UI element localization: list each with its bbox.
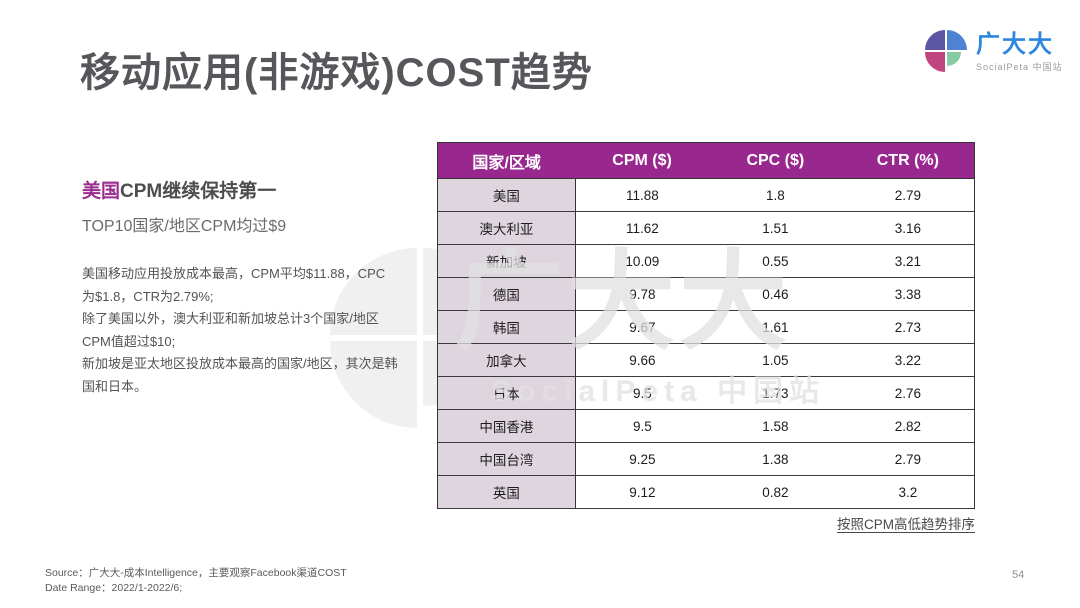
cell-cpc: 1.73 xyxy=(708,376,842,410)
cell-cpm: 9.67 xyxy=(575,310,709,344)
brand-logo: 广大大 SocialPeta 中国站 xyxy=(925,30,1063,73)
cell-cpc: 1.51 xyxy=(708,211,842,245)
table-row: 美国 11.88 1.8 2.79 xyxy=(437,178,975,212)
footer: Source：广大大-成本Intelligence，主要观察Facebook渠道… xyxy=(45,566,347,596)
table-row: 中国台湾 9.25 1.38 2.79 xyxy=(437,442,975,476)
table-row: 加拿大 9.66 1.05 3.22 xyxy=(437,343,975,377)
body-paragraph: 美国移动应用投放成本最高，CPM平均$11.88，CPC为$1.8，CTR为2.… xyxy=(82,266,386,304)
cell-country: 韩国 xyxy=(437,310,576,344)
col-header-cpm: CPM ($) xyxy=(575,142,709,179)
logo-quadrant-magenta xyxy=(925,52,945,72)
cell-cpm: 9.78 xyxy=(575,277,709,311)
cell-cpm: 9.25 xyxy=(575,442,709,476)
table-row: 新加坡 10.09 0.55 3.21 xyxy=(437,244,975,278)
table-header-row: 国家/区域 CPM ($) CPC ($) CTR (%) xyxy=(437,142,975,179)
date-range-line: Date Range：2022/1-2022/6; xyxy=(45,582,183,594)
cell-cpm: 11.62 xyxy=(575,211,709,245)
cell-cpc: 1.05 xyxy=(708,343,842,377)
logo-quadrant-purple xyxy=(925,30,945,50)
cell-ctr: 3.21 xyxy=(841,244,975,278)
section-headline: 美国CPM继续保持第一 xyxy=(82,176,398,203)
brand-text: 广大大 SocialPeta 中国站 xyxy=(976,30,1063,73)
cell-ctr: 2.79 xyxy=(841,178,975,212)
cell-cpm: 9.66 xyxy=(575,343,709,377)
table-row: 英国 9.12 0.82 3.2 xyxy=(437,475,975,509)
cost-table: 国家/区域 CPM ($) CPC ($) CTR (%) 美国 11.88 1… xyxy=(437,142,975,509)
cell-cpc: 1.38 xyxy=(708,442,842,476)
cell-cpc: 1.58 xyxy=(708,409,842,443)
sort-note: 按照CPM高低趋势排序 xyxy=(837,517,975,532)
left-panel: 美国CPM继续保持第一 TOP10国家/地区CPM均过$9 美国移动应用投放成本… xyxy=(82,176,398,398)
headline-highlight: 美国 xyxy=(82,181,121,202)
cell-country: 澳大利亚 xyxy=(437,211,576,245)
cell-ctr: 3.2 xyxy=(841,475,975,509)
table-row: 韩国 9.67 1.61 2.73 xyxy=(437,310,975,344)
cell-country: 中国台湾 xyxy=(437,442,576,476)
cell-cpc: 0.55 xyxy=(708,244,842,278)
brand-name: 广大大 xyxy=(976,31,1054,58)
page-number: 54 xyxy=(1012,569,1025,581)
body-paragraph: 新加坡是亚太地区投放成本最高的国家/地区，其次是韩国和日本。 xyxy=(82,356,398,394)
cell-ctr: 3.16 xyxy=(841,211,975,245)
table-row: 德国 9.78 0.46 3.38 xyxy=(437,277,975,311)
cell-country: 中国香港 xyxy=(437,409,576,443)
cell-country: 美国 xyxy=(437,178,576,212)
cell-ctr: 2.79 xyxy=(841,442,975,476)
logo-quadrant-blue xyxy=(947,30,967,50)
cell-ctr: 3.22 xyxy=(841,343,975,377)
logo-quadrant-green-wrap xyxy=(947,52,967,72)
brand-subtitle: SocialPeta 中国站 xyxy=(976,62,1063,72)
headline-rest: CPM继续保持第一 xyxy=(120,181,277,202)
col-header-cpc: CPC ($) xyxy=(708,142,842,179)
table-row: 日本 9.5 1.73 2.76 xyxy=(437,376,975,410)
cell-cpc: 0.82 xyxy=(708,475,842,509)
cell-cpc: 0.46 xyxy=(708,277,842,311)
cell-cpc: 1.61 xyxy=(708,310,842,344)
cell-country: 德国 xyxy=(437,277,576,311)
cell-cpm: 10.09 xyxy=(575,244,709,278)
cell-cpm: 9.12 xyxy=(575,475,709,509)
socialpeta-logo-icon xyxy=(925,30,967,72)
cell-ctr: 2.73 xyxy=(841,310,975,344)
body-paragraph: 除了美国以外，澳大利亚和新加坡总计3个国家/地区CPM值超过$10; xyxy=(82,311,379,349)
table-row: 澳大利亚 11.62 1.51 3.16 xyxy=(437,211,975,245)
source-line: Source：广大大-成本Intelligence，主要观察Facebook渠道… xyxy=(45,567,347,579)
cell-country: 日本 xyxy=(437,376,576,410)
col-header-ctr: CTR (%) xyxy=(841,142,975,179)
body-copy: 美国移动应用投放成本最高，CPM平均$11.88，CPC为$1.8，CTR为2.… xyxy=(82,263,398,398)
cell-cpm: 9.5 xyxy=(575,409,709,443)
col-header-country: 国家/区域 xyxy=(437,142,576,179)
cell-country: 新加坡 xyxy=(437,244,576,278)
cell-country: 加拿大 xyxy=(437,343,576,377)
section-subtitle: TOP10国家/地区CPM均过$9 xyxy=(82,218,287,235)
page-title: 移动应用(非游戏)COST趋势 xyxy=(80,51,593,95)
cell-cpm: 9.5 xyxy=(575,376,709,410)
cell-cpm: 11.88 xyxy=(575,178,709,212)
cell-ctr: 2.82 xyxy=(841,409,975,443)
cell-cpc: 1.8 xyxy=(708,178,842,212)
logo-quadrant-green xyxy=(947,52,962,67)
cell-ctr: 2.76 xyxy=(841,376,975,410)
cell-country: 英国 xyxy=(437,475,576,509)
cell-ctr: 3.38 xyxy=(841,277,975,311)
table-row: 中国香港 9.5 1.58 2.82 xyxy=(437,409,975,443)
